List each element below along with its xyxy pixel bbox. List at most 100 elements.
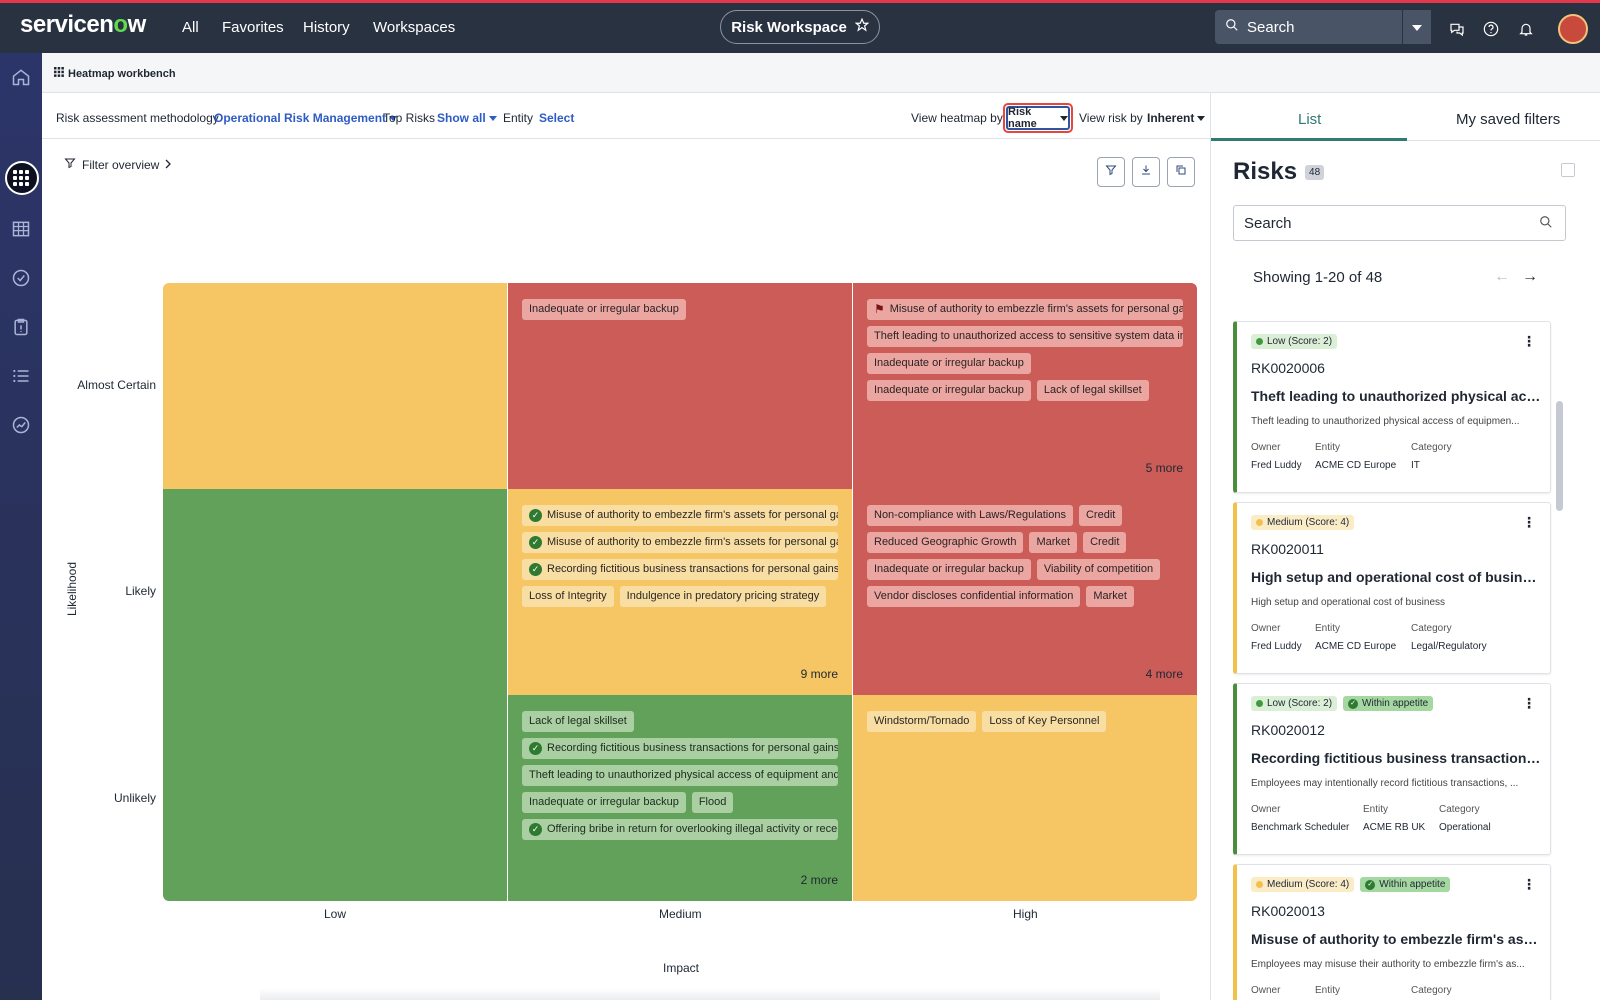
filter-button[interactable] (1097, 157, 1125, 187)
risk-card[interactable]: Medium (Score: 4) ⋮ RK0020011 High setup an… (1233, 502, 1551, 674)
risk-chip[interactable]: Inadequate or irregular backup (522, 299, 686, 320)
heatmap-cell[interactable]: Lack of legal skillset ✓ Recording fictiti… (508, 695, 852, 901)
risk-chip[interactable]: Reduced Geographic Growth (867, 532, 1024, 553)
heatmap-cell[interactable]: ⚑ Misuse of authority to embezzle firm's … (853, 283, 1197, 489)
save-icon[interactable] (1561, 163, 1575, 177)
score-label: Low (Score: 2) (1267, 336, 1333, 347)
list-scrollbar[interactable] (1556, 401, 1563, 511)
heatmap-cell[interactable]: ✓ Misuse of authority to embezzle firm's … (508, 489, 852, 695)
risk-card-list: Low (Score: 2) ⋮ RK0020006 Theft leading to… (1233, 321, 1563, 1000)
risk-card[interactable]: Low (Score: 2) ⋮ RK0020006 Theft leading to… (1233, 321, 1551, 493)
risk-number[interactable]: RK0020012 (1251, 722, 1325, 738)
risk-number[interactable]: RK0020013 (1251, 903, 1325, 919)
notification-bell-icon[interactable] (1516, 19, 1536, 39)
risk-chip[interactable]: Inadequate or irregular backup (867, 353, 1031, 374)
table-icon[interactable] (9, 217, 33, 241)
list-icon[interactable] (9, 364, 33, 388)
risk-chip[interactable]: Theft leading to unauthorized physical a… (522, 765, 838, 786)
home-icon[interactable] (9, 65, 33, 89)
heatmap-cell[interactable] (163, 695, 507, 901)
heatmap-cell[interactable]: Windstorm/Tornado Loss of Key Personnel (853, 695, 1197, 901)
tab-my-saved-filters[interactable]: My saved filters (1456, 111, 1561, 128)
workbench-tab[interactable]: Heatmap workbench (54, 67, 176, 80)
nav-history[interactable]: History (303, 19, 350, 36)
chat-icon[interactable] (1447, 19, 1467, 39)
entity-select[interactable]: Select (539, 111, 575, 125)
risk-chip-label: Offering bribe in return for overlooking… (547, 823, 838, 835)
nav-workspaces[interactable]: Workspaces (373, 19, 456, 36)
risk-card[interactable]: Medium (Score: 4) ✓ Within appetite ⋮ RK0020… (1233, 864, 1551, 1000)
risk-number[interactable]: RK0020006 (1251, 360, 1325, 376)
top-risks-select[interactable]: Show all (437, 111, 497, 125)
tab-list[interactable]: List (1298, 111, 1322, 128)
check-circle-icon[interactable] (9, 266, 33, 290)
risk-chip[interactable]: Flood (691, 792, 734, 813)
risk-description: Employees may misuse their authority to … (1251, 959, 1525, 970)
arrow-right-icon[interactable]: → (1522, 268, 1538, 285)
risk-chip[interactable]: Lack of legal skillset (1036, 380, 1149, 401)
heatmap-cell[interactable]: Non-compliance with Laws/Regulations Cred… (853, 489, 1197, 695)
risk-chip[interactable]: Windstorm/Tornado (867, 711, 977, 732)
nav-favorites[interactable]: Favorites (222, 19, 284, 36)
help-icon[interactable] (1481, 19, 1501, 39)
more-options-icon[interactable]: ⋮ (1522, 876, 1536, 892)
workspace-title-pill[interactable]: Risk Workspace (720, 10, 880, 44)
nav-all[interactable]: All (182, 19, 199, 36)
risk-chip[interactable]: Inadequate or irregular backup (522, 792, 686, 813)
risk-title[interactable]: High setup and operational cost of busin… (1251, 569, 1541, 585)
more-risks-link[interactable]: 5 more (1145, 461, 1183, 475)
risk-chip[interactable]: ✓ Offering bribe in return for overlookin… (522, 819, 838, 840)
risk-chip[interactable]: Theft leading to unauthorized access to … (867, 326, 1183, 347)
risk-chip[interactable]: Vendor discloses confidential informatio… (867, 586, 1081, 607)
risk-chip[interactable]: Inadequate or irregular backup (867, 380, 1031, 401)
heatmap-nav-active[interactable] (5, 161, 39, 195)
star-icon[interactable] (854, 17, 870, 36)
download-button[interactable] (1132, 157, 1160, 187)
risk-chip[interactable]: Viability of competition (1036, 559, 1161, 580)
user-avatar[interactable] (1558, 14, 1588, 44)
servicenow-logo[interactable]: servicenow (20, 11, 146, 38)
risk-chip[interactable]: ✓ Misuse of authority to embezzle firm's … (522, 532, 838, 553)
view-risk-select[interactable]: Inherent (1147, 111, 1206, 125)
more-risks-link[interactable]: 9 more (800, 667, 838, 681)
more-options-icon[interactable]: ⋮ (1522, 695, 1536, 711)
risk-number[interactable]: RK0020011 (1251, 541, 1324, 557)
caret-down-icon (1197, 116, 1206, 122)
clipboard-icon[interactable] (9, 315, 33, 339)
analytics-icon[interactable] (9, 413, 33, 437)
risk-card[interactable]: Low (Score: 2) ✓ Within appetite ⋮ RK0020012… (1233, 683, 1551, 855)
heatmap-cell[interactable] (163, 283, 507, 489)
risk-chip[interactable]: Credit (1083, 532, 1127, 553)
more-risks-link[interactable]: 2 more (800, 873, 838, 887)
risk-chip[interactable]: ⚑ Misuse of authority to embezzle firm's … (867, 299, 1183, 320)
risk-title[interactable]: Recording fictitious business transactio… (1251, 750, 1541, 766)
heatmap-cell[interactable] (163, 489, 507, 695)
more-options-icon[interactable]: ⋮ (1522, 333, 1536, 349)
risk-chip[interactable]: Non-compliance with Laws/Regulations (867, 505, 1073, 526)
risk-chip[interactable]: Credit (1078, 505, 1123, 526)
risk-chip[interactable]: Loss of Integrity (522, 586, 614, 607)
risk-chip[interactable]: Lack of legal skillset (522, 711, 634, 732)
risks-search-input[interactable]: Search (1233, 205, 1566, 241)
risk-chip[interactable]: Indulgence in predatory pricing strategy (619, 586, 827, 607)
more-risks-link[interactable]: 4 more (1145, 667, 1183, 681)
view-heatmap-select[interactable]: Risk name (1006, 106, 1070, 130)
methodology-select[interactable]: Operational Risk Management (214, 111, 398, 125)
risk-chip[interactable]: ✓ Recording fictitious business transacti… (522, 559, 838, 580)
arrow-left-icon[interactable]: ← (1494, 268, 1510, 285)
copy-button[interactable] (1167, 157, 1195, 187)
risk-title[interactable]: Misuse of authority to embezzle firm's a… (1251, 931, 1541, 947)
risk-chip[interactable]: Market (1086, 586, 1134, 607)
risk-chip[interactable]: Inadequate or irregular backup (867, 559, 1031, 580)
risk-chip[interactable]: ✓ Recording fictitious business transacti… (522, 738, 838, 759)
risk-chip[interactable]: Loss of Key Personnel (982, 711, 1107, 732)
heatmap-cell[interactable]: Inadequate or irregular backup (508, 283, 852, 489)
filter-overview-toggle[interactable]: Filter overview (64, 157, 172, 172)
risk-chip[interactable]: Market (1029, 532, 1078, 553)
search-scope-dropdown[interactable] (1402, 10, 1431, 44)
risk-title[interactable]: Theft leading to unauthorized physical a… (1251, 388, 1541, 404)
global-search-input[interactable]: Search (1215, 10, 1431, 44)
entity-label: Entity (1315, 985, 1341, 996)
risk-chip[interactable]: ✓ Misuse of authority to embezzle firm's … (522, 505, 838, 526)
more-options-icon[interactable]: ⋮ (1522, 514, 1536, 530)
